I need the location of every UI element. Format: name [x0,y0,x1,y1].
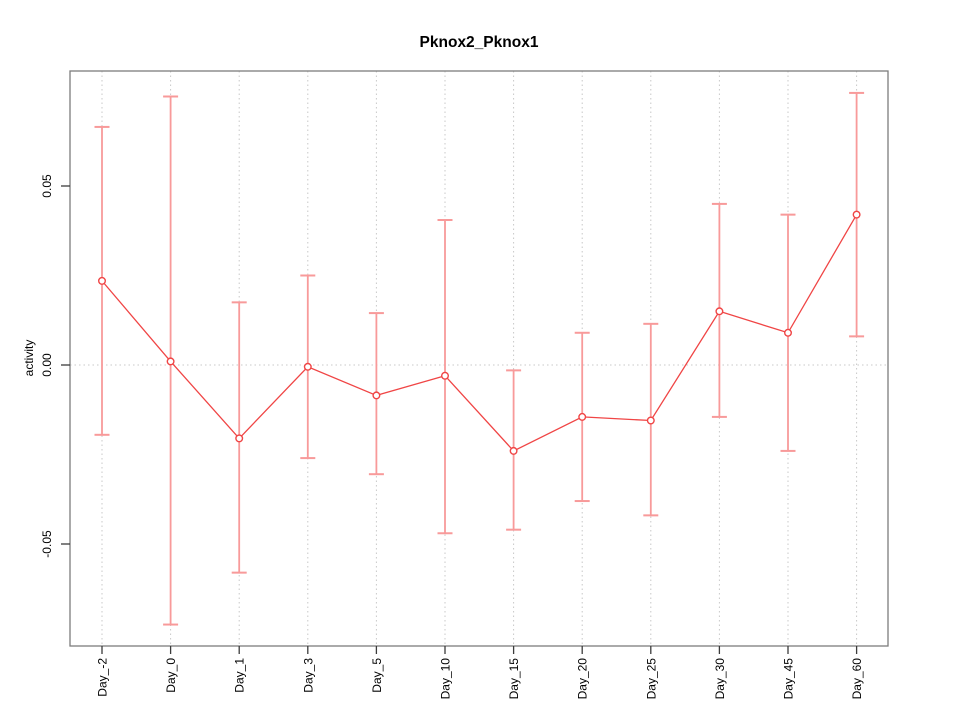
plot-box [69,70,889,647]
data-point-marker [166,357,175,366]
x-tick-label: Day_25 [644,658,658,700]
data-point-marker [303,362,312,371]
data-point-marker [852,210,861,219]
data-point-marker [715,307,724,316]
x-tick-label: Day_15 [507,658,521,700]
chart-title: Pknox2_Pknox1 [419,34,539,51]
data-point-marker [578,412,587,421]
data-point-marker [97,276,106,285]
x-tick-label: Day_20 [576,658,590,700]
x-tick-label: Day_-2 [96,658,110,697]
x-tick-label: Day_1 [233,658,247,693]
data-point-marker [784,328,793,337]
x-tick-label: Day_60 [850,658,864,700]
y-tick-label: 0.00 [40,353,54,377]
series-line [101,214,858,452]
data-point-marker [235,434,244,443]
y-tick-label: -0.05 [40,530,54,558]
data-point-marker [646,416,655,425]
x-tick-label: Day_10 [439,658,453,700]
x-tick-label: Day_0 [164,658,178,693]
data-point-marker [509,446,518,455]
x-tick-label: Day_45 [782,658,796,700]
y-tick-label: 0.05 [40,174,54,198]
data-point-marker [372,391,381,400]
data-point-marker [441,371,450,380]
x-tick-label: Day_3 [301,658,315,693]
x-tick-label: Day_30 [713,658,727,700]
x-tick-label: Day_5 [370,658,384,693]
